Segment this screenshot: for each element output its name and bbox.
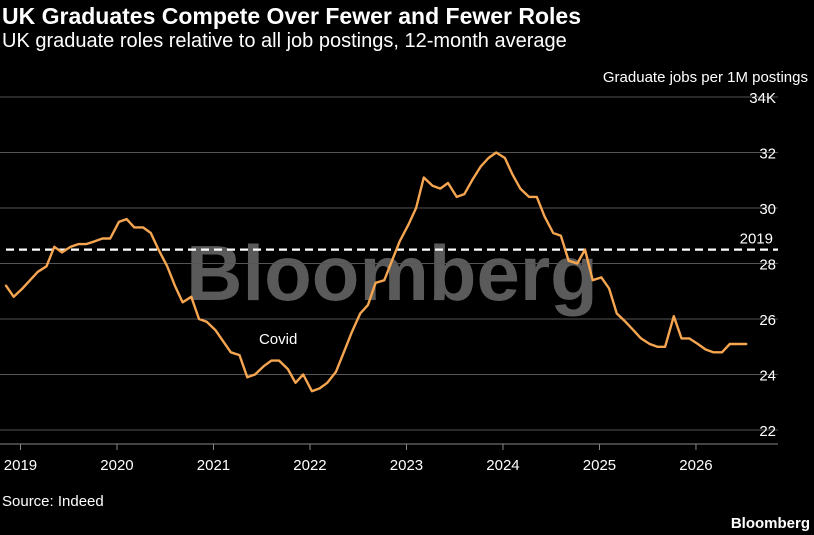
x-tick-label: 2024: [486, 457, 519, 474]
reference-line-label: 2019: [740, 231, 773, 248]
y-tick-label: 26: [759, 312, 776, 329]
source-note: Source: Indeed: [2, 493, 104, 510]
series-group: [4, 151, 748, 393]
y-tick-label: 28: [759, 257, 776, 274]
x-tick-label: 2022: [293, 457, 326, 474]
y-tick-label: 30: [759, 201, 776, 218]
reference-line-group: 2019: [6, 231, 778, 251]
y-tick-label: 22: [759, 423, 776, 440]
x-tick-label: 2020: [100, 457, 133, 474]
y-axis-label: Graduate jobs per 1M postings: [603, 69, 808, 86]
y-tick-label: 32: [759, 146, 776, 163]
x-tick-label: 2026: [679, 457, 712, 474]
x-tick-label: 2023: [390, 457, 423, 474]
y-tick-label: 24: [759, 368, 776, 385]
gridlines: [0, 96, 778, 431]
brand-logo-text: Bloomberg: [730, 515, 810, 532]
watermark: Bloomberg: [186, 229, 598, 317]
y-axis: 22 24 26 28 30 32 34K: [749, 90, 776, 440]
chart-subtitle: UK graduate roles relative to all job po…: [2, 30, 567, 52]
series-line: [4, 151, 748, 393]
x-axis: 2019 2020 2021 2022 2023 2024 2025 2026: [0, 443, 778, 474]
chart-title: UK Graduates Compete Over Fewer and Fewe…: [2, 3, 582, 29]
annotation-covid: Covid: [259, 331, 297, 348]
y-tick-label: 34K: [749, 90, 776, 107]
annotations: Covid: [259, 331, 297, 348]
x-tick-label: 2021: [197, 457, 230, 474]
x-tick-label: 2019: [4, 457, 37, 474]
x-tick-label: 2025: [583, 457, 616, 474]
